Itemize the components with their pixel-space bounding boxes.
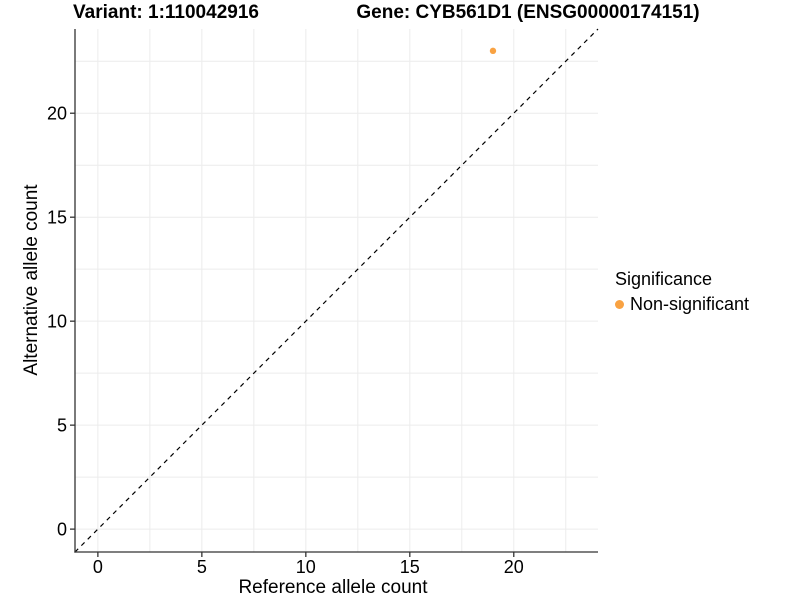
x-tick-label: 20 xyxy=(504,557,524,577)
gene-title: Gene: CYB561D1 (ENSG00000174151) xyxy=(356,2,700,23)
x-tick-label: 15 xyxy=(400,557,420,577)
x-tick-label: 10 xyxy=(296,557,316,577)
y-tick-label: 0 xyxy=(57,520,67,540)
legend: Significance Non-significant xyxy=(615,269,749,315)
identity-dashed-line xyxy=(74,28,599,553)
legend-entry-label: Non-significant xyxy=(630,294,750,314)
x-axis-title: Reference allele count xyxy=(238,577,428,598)
y-axis-title: Alternative allele count xyxy=(21,184,42,376)
y-tick-label: 20 xyxy=(47,104,67,124)
y-tick-label: 5 xyxy=(57,416,67,436)
x-tick-label: 0 xyxy=(93,557,103,577)
y-tick-label: 10 xyxy=(47,312,67,332)
data-point xyxy=(489,47,497,55)
legend-point-icon xyxy=(615,300,624,309)
legend-title: Significance xyxy=(615,269,713,289)
legend-entry: Non-significant xyxy=(615,294,749,315)
variant-title: Variant: 1:110042916 xyxy=(73,2,259,23)
y-tick-label: 15 xyxy=(47,208,67,228)
x-tick-label: 5 xyxy=(197,557,207,577)
